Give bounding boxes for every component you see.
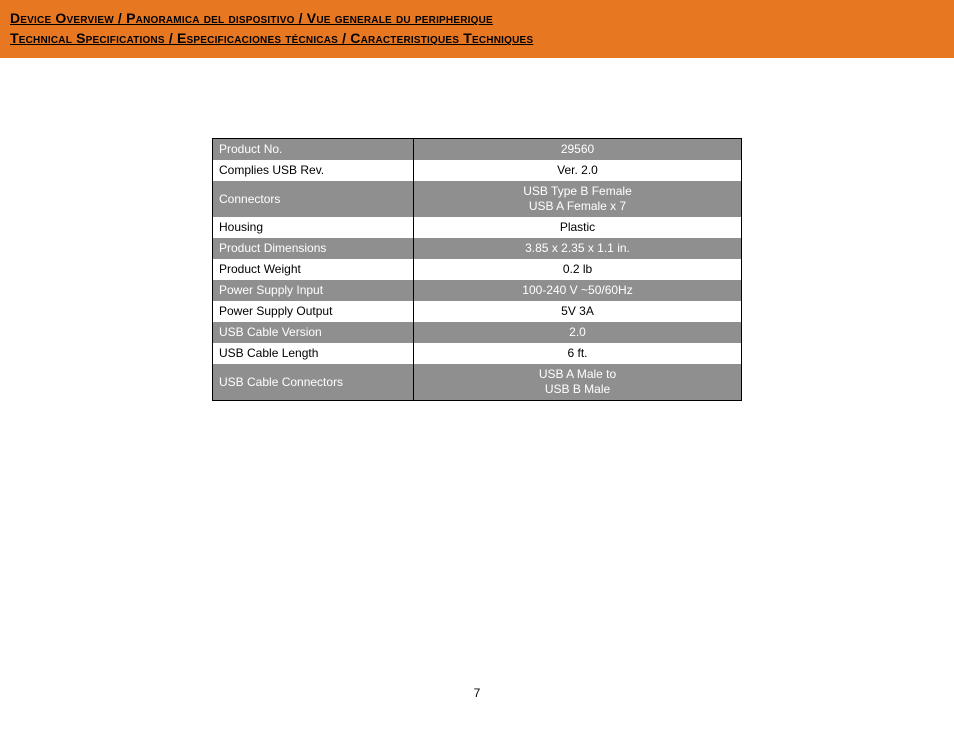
table-row: Product Dimensions3.85 x 2.35 x 1.1 in. (213, 238, 742, 259)
table-row: HousingPlastic (213, 217, 742, 238)
spec-value: USB Type B FemaleUSB A Female x 7 (414, 181, 742, 217)
spec-value-line: USB A Female x 7 (420, 199, 735, 214)
table-row: USB Cable Version2.0 (213, 322, 742, 343)
spec-value: 100-240 V ~50/60Hz (414, 280, 742, 301)
spec-value: 5V 3A (414, 301, 742, 322)
spec-table: Product No.29560Complies USB Rev.Ver. 2.… (212, 138, 742, 401)
spec-label: Connectors (213, 181, 414, 217)
page-number: 7 (0, 686, 954, 700)
spec-label: Complies USB Rev. (213, 160, 414, 181)
spec-value: 2.0 (414, 322, 742, 343)
spec-value-line: USB B Male (420, 382, 735, 397)
spec-value: 29560 (414, 139, 742, 161)
spec-value: 6 ft. (414, 343, 742, 364)
spec-label: Housing (213, 217, 414, 238)
heading-technical-specs: Technical Specifications / Especificacio… (10, 30, 944, 46)
spec-label: USB Cable Length (213, 343, 414, 364)
spec-label: Product Dimensions (213, 238, 414, 259)
spec-value-line: USB A Male to (420, 367, 735, 382)
table-row: Complies USB Rev.Ver. 2.0 (213, 160, 742, 181)
spec-value: Plastic (414, 217, 742, 238)
spec-value: 3.85 x 2.35 x 1.1 in. (414, 238, 742, 259)
table-row: Product No.29560 (213, 139, 742, 161)
spec-label: Product Weight (213, 259, 414, 280)
spec-value: USB A Male toUSB B Male (414, 364, 742, 401)
spec-table-container: Product No.29560Complies USB Rev.Ver. 2.… (212, 138, 742, 401)
spec-label: Power Supply Output (213, 301, 414, 322)
heading-device-overview: Device Overview / Panoramica del disposi… (10, 10, 944, 26)
table-row: USB Cable Length6 ft. (213, 343, 742, 364)
spec-table-body: Product No.29560Complies USB Rev.Ver. 2.… (213, 139, 742, 401)
spec-label: USB Cable Version (213, 322, 414, 343)
spec-value: 0.2 lb (414, 259, 742, 280)
table-row: USB Cable ConnectorsUSB A Male toUSB B M… (213, 364, 742, 401)
header-banner: Device Overview / Panoramica del disposi… (0, 0, 954, 58)
spec-label: Power Supply Input (213, 280, 414, 301)
table-row: Power Supply Output5V 3A (213, 301, 742, 322)
spec-value: Ver. 2.0 (414, 160, 742, 181)
spec-value-line: USB Type B Female (420, 184, 735, 199)
spec-label: Product No. (213, 139, 414, 161)
table-row: Power Supply Input100-240 V ~50/60Hz (213, 280, 742, 301)
spec-label: USB Cable Connectors (213, 364, 414, 401)
table-row: Product Weight0.2 lb (213, 259, 742, 280)
table-row: ConnectorsUSB Type B FemaleUSB A Female … (213, 181, 742, 217)
